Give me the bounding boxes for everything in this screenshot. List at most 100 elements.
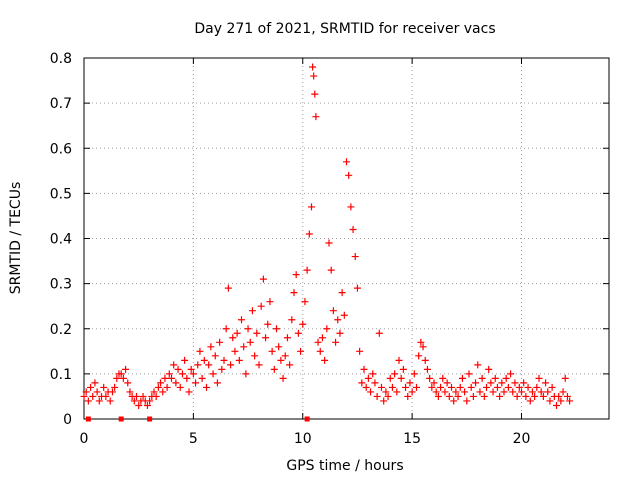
data-point (463, 397, 471, 405)
data-point (192, 379, 200, 387)
data-point (511, 379, 519, 387)
data-point (93, 388, 101, 396)
data-point (445, 392, 453, 400)
data-point (406, 379, 414, 387)
data-point (161, 374, 169, 382)
data-point (489, 388, 497, 396)
data-point (356, 347, 364, 355)
data-point (327, 266, 335, 274)
data-point (308, 203, 315, 211)
data-point (111, 383, 119, 391)
data-point (340, 311, 348, 319)
data-point (408, 388, 416, 396)
data-point (454, 392, 462, 400)
data-point (539, 392, 547, 400)
data-point (200, 356, 208, 364)
data-point (461, 388, 469, 396)
data-point (222, 325, 230, 333)
data-point (130, 397, 138, 405)
data-point (347, 203, 355, 211)
data-point (345, 171, 353, 179)
data-point (399, 365, 407, 373)
data-point (413, 383, 420, 391)
data-point (559, 388, 567, 396)
data-point (211, 352, 219, 360)
x-tick-label: 0 (80, 431, 89, 447)
data-point (268, 347, 276, 355)
data-point (299, 320, 307, 328)
data-point (507, 370, 515, 378)
data-point (498, 379, 506, 387)
data-point (238, 316, 245, 324)
data-point (563, 392, 571, 400)
data-point (439, 374, 447, 382)
data-point (133, 392, 140, 400)
data-point (518, 388, 525, 396)
data-point (465, 370, 473, 378)
data-point (259, 275, 267, 283)
y-tick-label: 0.3 (50, 277, 72, 293)
data-point (139, 392, 147, 400)
grid-lines (84, 58, 609, 419)
y-tick-label: 0.8 (50, 51, 72, 67)
data-point (305, 230, 313, 238)
data-point (404, 392, 412, 400)
data-point (456, 383, 464, 391)
data-point (458, 374, 466, 382)
data-point (229, 334, 237, 342)
data-point (561, 374, 569, 382)
data-point (119, 374, 127, 382)
data-point (496, 392, 504, 400)
data-point (417, 338, 425, 346)
data-point (557, 397, 565, 405)
data-point (467, 383, 475, 391)
data-point (220, 356, 228, 364)
data-point (301, 298, 309, 306)
chart-title: Day 271 of 2021, SRMTID for receiver vac… (194, 21, 495, 37)
data-point (311, 90, 319, 98)
data-point (437, 383, 445, 391)
data-point (329, 307, 337, 315)
y-tick-label: 0 (63, 412, 72, 428)
baseline-marker (147, 416, 153, 422)
data-point (520, 379, 528, 387)
data-point (207, 343, 215, 351)
data-point (493, 383, 501, 391)
data-point (515, 383, 523, 391)
data-point (386, 374, 394, 382)
data-point (531, 392, 539, 400)
data-point (257, 302, 265, 310)
x-tick-label: 15 (403, 431, 421, 447)
data-point (502, 374, 510, 382)
data-point (334, 316, 342, 324)
data-point (189, 370, 197, 378)
data-point (360, 365, 368, 373)
data-point (426, 374, 434, 382)
data-point (290, 289, 298, 297)
data-point (448, 383, 455, 391)
data-point (500, 388, 508, 396)
data-point (336, 329, 344, 337)
data-point (382, 388, 390, 396)
data-point (124, 379, 132, 387)
data-point (170, 361, 178, 369)
y-tick-label: 0.2 (50, 322, 72, 338)
data-point (362, 383, 370, 391)
data-point (277, 356, 285, 364)
data-point (213, 379, 221, 387)
data-point (533, 383, 541, 391)
data-point (393, 388, 401, 396)
data-point (248, 307, 256, 315)
data-point (415, 352, 423, 360)
data-point (351, 253, 359, 261)
data-point (135, 401, 143, 409)
data-point (528, 388, 536, 396)
data-point (476, 388, 484, 396)
data-point (283, 334, 291, 342)
data-point (286, 361, 294, 369)
data-point (218, 365, 226, 373)
data-point (108, 388, 116, 396)
data-point (395, 356, 403, 364)
data-point (537, 388, 545, 396)
